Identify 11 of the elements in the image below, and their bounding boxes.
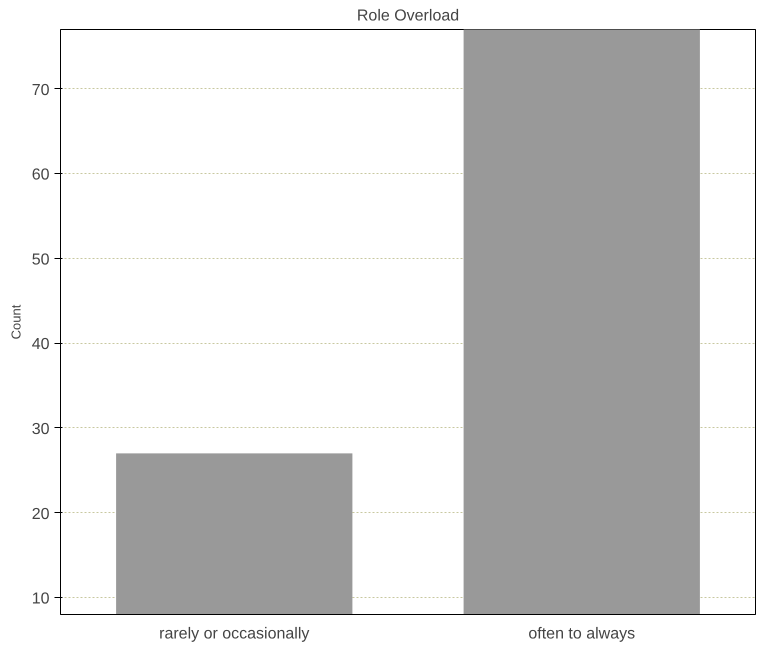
- x-tick-label: often to always: [528, 626, 636, 642]
- y-tick-label: 70: [32, 82, 50, 99]
- x-tick-label: rarely or occasionally: [159, 626, 310, 642]
- y-tick-label: 40: [32, 336, 50, 354]
- y-tick-label: 20: [32, 506, 50, 523]
- y-tick-label: 30: [32, 420, 50, 438]
- y-axis-title: Count: [8, 304, 24, 340]
- y-tick-label: 50: [32, 251, 50, 268]
- y-tick-label: 10: [32, 590, 50, 608]
- chart-title: Role Overload: [356, 8, 460, 24]
- y-tick-label: 60: [32, 166, 50, 184]
